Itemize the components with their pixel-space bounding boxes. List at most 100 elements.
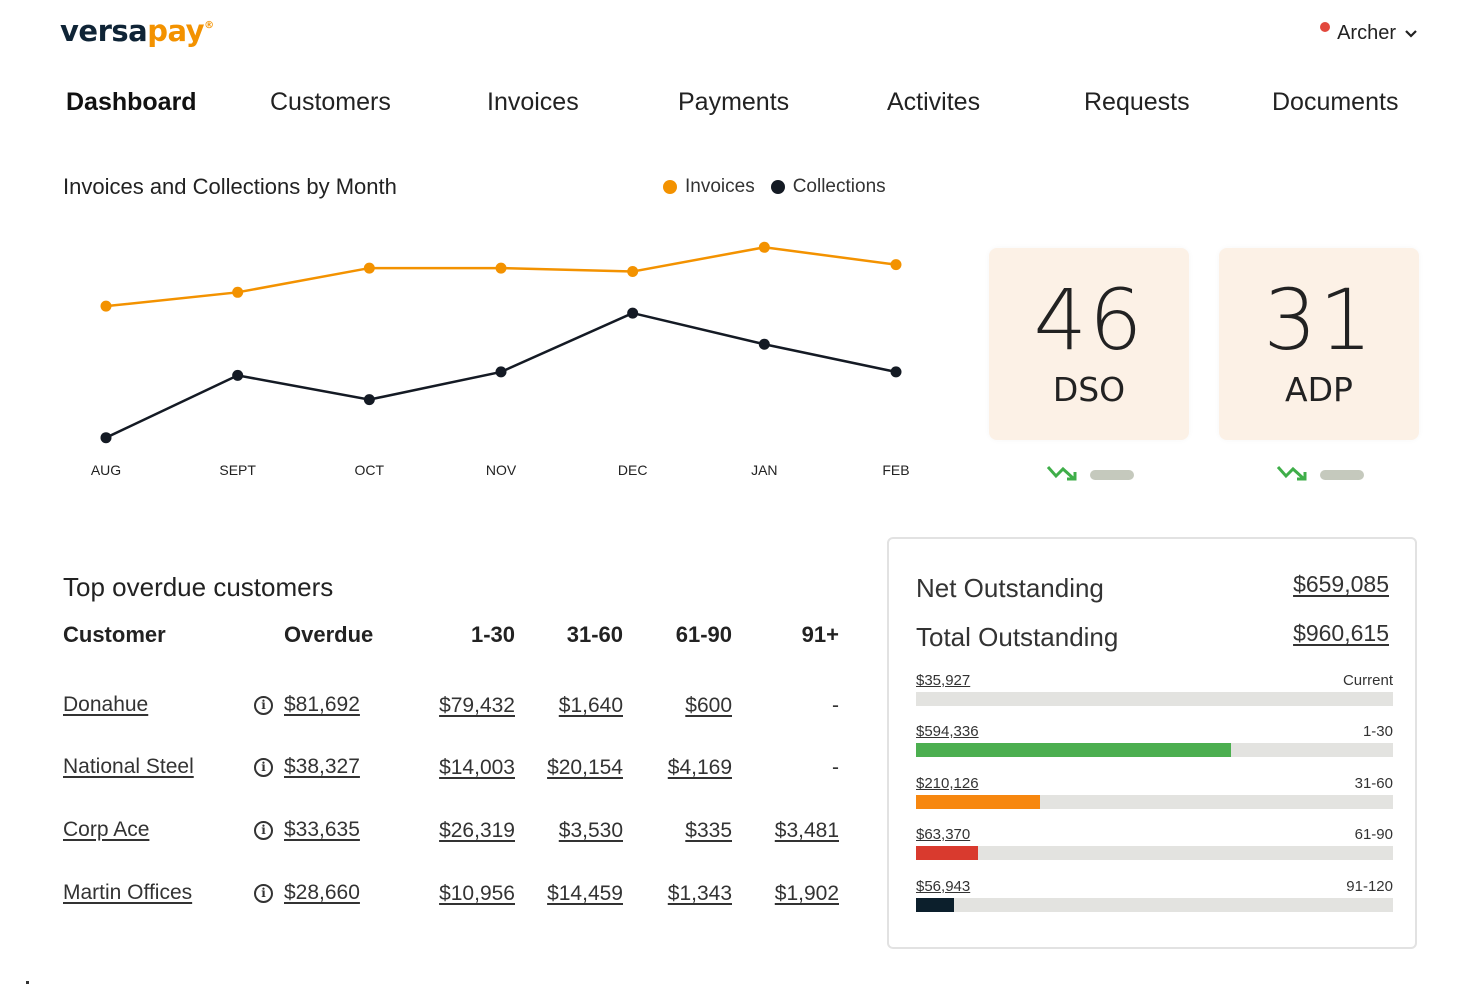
legend-collections-label: Collections bbox=[792, 176, 886, 197]
user-status-dot bbox=[1320, 21, 1331, 32]
net-outstanding-value[interactable]: $659,085 bbox=[1293, 571, 1389, 597]
aging-amount-c2[interactable]: $1,640 bbox=[558, 694, 623, 717]
main-nav: Dashboard Customers Invoices Payments Ac… bbox=[0, 88, 1480, 128]
legend-invoices[interactable]: Invoices bbox=[663, 176, 755, 198]
legend-invoices-label: Invoices bbox=[685, 176, 755, 197]
kpi-card-adp[interactable]: 31 ADP bbox=[1219, 248, 1419, 440]
x-tick-label: JAN bbox=[751, 462, 777, 478]
bucket-bar-fill bbox=[916, 846, 978, 860]
x-tick-label: AUG bbox=[91, 462, 121, 478]
bucket-bar-track bbox=[916, 743, 1393, 757]
tab-dashboard[interactable]: Dashboard bbox=[66, 88, 197, 116]
bucket-bar-track bbox=[916, 692, 1393, 706]
bucket-range: Current bbox=[1342, 672, 1393, 689]
data-point-invoices[interactable] bbox=[232, 286, 244, 298]
bucket-amount[interactable]: $63,370 bbox=[916, 826, 971, 843]
trend-down-icon bbox=[1046, 462, 1080, 487]
aging-amount-c3[interactable]: $4,169 bbox=[667, 756, 732, 779]
aging-amount-c2[interactable]: $3,530 bbox=[558, 819, 623, 842]
overdue-amount[interactable]: $33,635 bbox=[284, 818, 360, 841]
bucket-bar-fill bbox=[916, 743, 1231, 757]
kpi-adp-trend bbox=[1276, 462, 1364, 487]
data-point-invoices[interactable] bbox=[890, 259, 902, 271]
chevron-down-icon bbox=[1404, 22, 1418, 45]
data-point-invoices[interactable] bbox=[495, 262, 507, 274]
total-outstanding-label: Total Outstanding bbox=[916, 622, 1119, 652]
aging-amount-c4[interactable]: $3,481 bbox=[774, 819, 839, 842]
tab-customers[interactable]: Customers bbox=[270, 88, 391, 116]
x-tick-label: SEPT bbox=[219, 462, 256, 478]
trend-down-icon bbox=[1276, 462, 1310, 487]
data-point-collections[interactable] bbox=[100, 432, 112, 444]
customer-link[interactable]: Donahue bbox=[63, 693, 149, 716]
cursor-mark bbox=[26, 981, 29, 984]
info-icon[interactable]: i bbox=[254, 884, 273, 903]
overdue-amount[interactable]: $28,660 bbox=[284, 881, 360, 904]
aging-amount-c3[interactable]: $335 bbox=[685, 819, 732, 842]
bucket-amount[interactable]: $56,943 bbox=[916, 878, 971, 895]
aging-amount-c4: - bbox=[832, 694, 839, 717]
x-tick-label: NOV bbox=[486, 462, 517, 478]
kpi-dso-trend bbox=[1046, 462, 1134, 487]
info-icon[interactable]: i bbox=[254, 821, 273, 840]
bucket-amount[interactable]: $594,336 bbox=[916, 723, 979, 740]
info-icon[interactable]: i bbox=[254, 758, 273, 777]
overdue-amount[interactable]: $38,327 bbox=[284, 755, 360, 778]
aging-amount-c3[interactable]: $1,343 bbox=[667, 882, 732, 905]
aging-amount-c1[interactable]: $14,003 bbox=[439, 756, 515, 779]
aging-amount-c1[interactable]: $26,319 bbox=[439, 819, 515, 842]
kpi-dso-label: DSO bbox=[1052, 370, 1126, 409]
bucket-amount[interactable]: $35,927 bbox=[916, 672, 971, 689]
tab-activites[interactable]: Activites bbox=[887, 88, 981, 116]
aging-amount-c2[interactable]: $14,459 bbox=[547, 882, 623, 905]
data-point-collections[interactable] bbox=[363, 394, 375, 406]
data-point-invoices[interactable] bbox=[363, 262, 375, 274]
bucket-bar-track bbox=[916, 846, 1393, 860]
bucket-amount[interactable]: $210,126 bbox=[916, 775, 979, 792]
trend-placeholder-pill bbox=[1090, 469, 1134, 480]
aging-amount-c3[interactable]: $600 bbox=[685, 694, 732, 717]
info-icon[interactable]: i bbox=[254, 696, 273, 715]
legend-invoices-swatch bbox=[663, 180, 677, 194]
x-tick-label: FEB bbox=[882, 462, 909, 478]
x-tick-label: DEC bbox=[618, 462, 648, 478]
bucket-bar-track bbox=[916, 795, 1393, 809]
legend-collections[interactable]: Collections bbox=[770, 176, 886, 198]
total-outstanding-value[interactable]: $960,615 bbox=[1293, 620, 1389, 646]
tab-invoices[interactable]: Invoices bbox=[487, 88, 579, 116]
x-tick-label: OCT bbox=[355, 462, 385, 478]
chart-legend: Invoices Collections bbox=[663, 176, 902, 198]
aging-amount-c2[interactable]: $20,154 bbox=[547, 756, 623, 779]
data-point-collections[interactable] bbox=[758, 338, 770, 350]
aging-amount-c1[interactable]: $79,432 bbox=[439, 694, 515, 717]
tab-documents[interactable]: Documents bbox=[1272, 88, 1399, 116]
data-point-collections[interactable] bbox=[627, 307, 639, 319]
aging-amount-c4[interactable]: $1,902 bbox=[774, 882, 839, 905]
data-point-invoices[interactable] bbox=[100, 300, 112, 312]
chart-title: Invoices and Collections by Month bbox=[63, 174, 397, 199]
overdue-amount[interactable]: $81,692 bbox=[284, 693, 360, 716]
customer-link[interactable]: Corp Ace bbox=[63, 818, 150, 841]
kpi-dso-value: 46 bbox=[1033, 271, 1145, 369]
data-point-collections[interactable] bbox=[232, 369, 244, 381]
data-point-collections[interactable] bbox=[890, 366, 902, 378]
data-point-invoices[interactable] bbox=[627, 266, 639, 278]
customer-link[interactable]: National Steel bbox=[63, 755, 194, 778]
col-header-31-60: 31-60 bbox=[566, 622, 623, 647]
col-header-customer: Customer bbox=[63, 622, 166, 647]
logo-registered-mark: ® bbox=[204, 20, 214, 31]
kpi-card-dso[interactable]: 46 DSO bbox=[989, 248, 1189, 440]
bucket-bar-track bbox=[916, 898, 1393, 912]
user-menu[interactable]: Archer bbox=[1320, 21, 1418, 45]
data-point-invoices[interactable] bbox=[758, 241, 770, 253]
kpi-adp-label: ADP bbox=[1285, 370, 1353, 409]
overdue-table-title: Top overdue customers bbox=[63, 572, 334, 602]
bucket-range: 31-60 bbox=[1354, 775, 1393, 792]
versapay-logo[interactable]: versapay® bbox=[60, 14, 214, 48]
customer-link[interactable]: Martin Offices bbox=[63, 881, 193, 904]
data-point-collections[interactable] bbox=[495, 366, 507, 378]
line-chart: AUG SEPT OCT NOV DEC JAN FEB bbox=[91, 241, 910, 478]
tab-payments[interactable]: Payments bbox=[678, 88, 790, 116]
aging-amount-c1[interactable]: $10,956 bbox=[439, 882, 515, 905]
tab-requests[interactable]: Requests bbox=[1084, 88, 1190, 116]
